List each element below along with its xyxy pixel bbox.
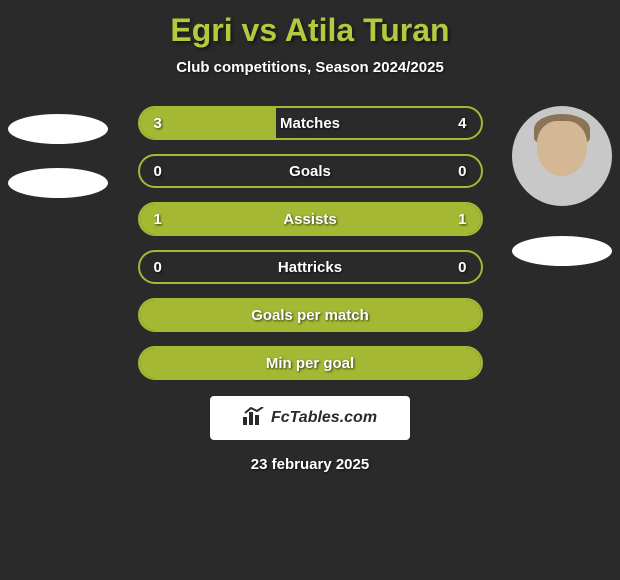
date-text: 23 february 2025 — [0, 456, 620, 473]
stat-bar-goals-per-match: Goals per match — [138, 298, 483, 332]
stats-container: 3 Matches 4 0 Goals 0 1 Assists 1 0 Hatt… — [138, 106, 483, 380]
stat-label: Assists — [283, 211, 336, 228]
stat-bar-assists: 1 Assists 1 — [138, 202, 483, 236]
stat-bar-hattricks: 0 Hattricks 0 — [138, 250, 483, 284]
stat-value-right: 4 — [458, 115, 466, 132]
stat-label: Goals per match — [251, 307, 369, 324]
stat-value-left: 0 — [154, 259, 162, 276]
stat-value-right: 0 — [458, 163, 466, 180]
stat-label: Hattricks — [278, 259, 342, 276]
page-title: Egri vs Atila Turan — [0, 0, 620, 49]
player-left-team-placeholder — [8, 168, 108, 198]
fctables-label: FcTables.com — [271, 409, 377, 427]
player-right-panel — [512, 106, 612, 266]
stat-value-left: 0 — [154, 163, 162, 180]
stat-value-left: 3 — [154, 115, 162, 132]
stat-bar-goals: 0 Goals 0 — [138, 154, 483, 188]
player-right-avatar — [512, 106, 612, 206]
stat-label: Matches — [280, 115, 340, 132]
stat-value-left: 1 — [154, 211, 162, 228]
content-area: 3 Matches 4 0 Goals 0 1 Assists 1 0 Hatt… — [0, 106, 620, 473]
player-right-team-placeholder — [512, 236, 612, 266]
chart-icon — [243, 407, 265, 430]
stat-bar-matches: 3 Matches 4 — [138, 106, 483, 140]
avatar-face-shape — [537, 121, 587, 176]
player-left-panel — [8, 106, 108, 198]
stat-label: Goals — [289, 163, 331, 180]
stat-value-right: 0 — [458, 259, 466, 276]
player-left-avatar-placeholder — [8, 114, 108, 144]
stat-bar-min-per-goal: Min per goal — [138, 346, 483, 380]
stat-value-right: 1 — [458, 211, 466, 228]
stat-label: Min per goal — [266, 355, 354, 372]
fctables-link[interactable]: FcTables.com — [210, 396, 410, 440]
subtitle: Club competitions, Season 2024/2025 — [0, 59, 620, 76]
